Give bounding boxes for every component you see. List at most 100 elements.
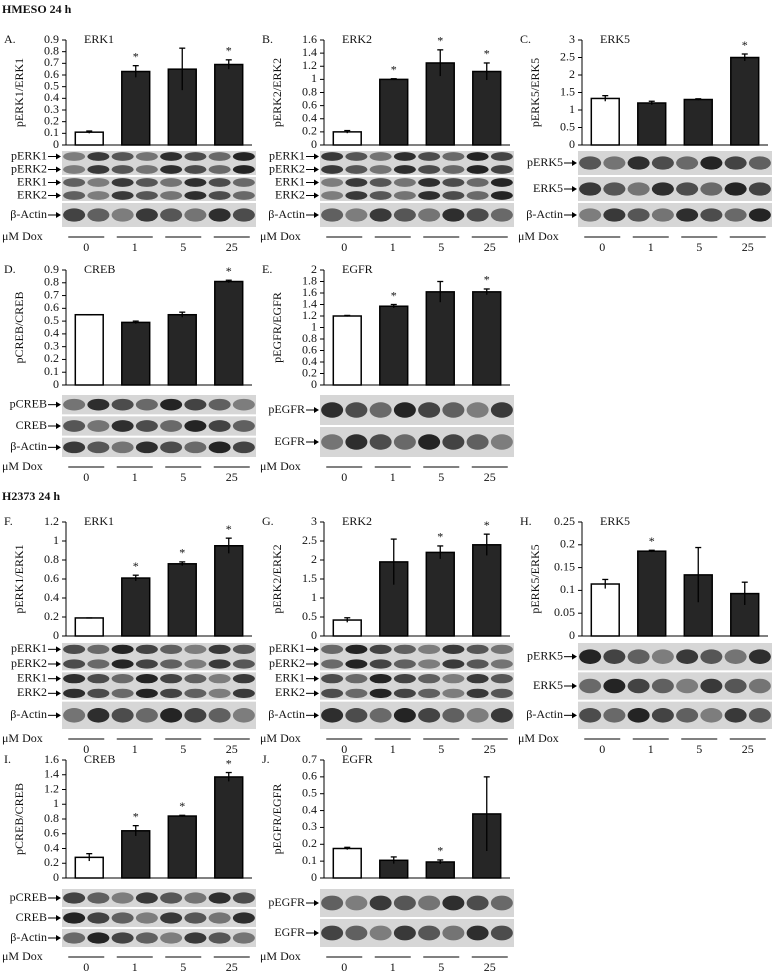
blot-band [418, 925, 441, 941]
y-tick-label: 0 [53, 628, 59, 642]
blot-band [208, 398, 231, 411]
blot-band [442, 688, 465, 698]
blot-band [627, 182, 650, 196]
blot-band [627, 649, 650, 664]
y-tick-label: 0 [311, 137, 317, 151]
blot-band [232, 688, 255, 698]
blot-band [724, 156, 747, 170]
blot-arrowhead [56, 153, 61, 160]
blot-label: ERK2 [17, 685, 47, 699]
blot-band [87, 441, 110, 454]
blot-band [321, 434, 344, 450]
blot-band [208, 674, 231, 684]
blot-band [579, 182, 602, 196]
y-tick-label: 0.15 [554, 559, 575, 573]
blot-band [442, 674, 465, 684]
blot-band [63, 912, 86, 924]
blot-arrowhead [314, 153, 319, 160]
blot-band [627, 678, 650, 694]
significance-marker: * [391, 288, 397, 302]
bar [121, 70, 151, 146]
chart-title: ERK2 [342, 32, 372, 46]
bar [730, 56, 760, 146]
chart-title: EGFR [342, 262, 373, 276]
y-tick-label: 0.8 [44, 275, 59, 289]
x-tick-label: 1 [390, 470, 396, 484]
blot-band [63, 932, 86, 944]
y-tick-label: 0.8 [44, 811, 59, 825]
blot-band [393, 644, 416, 654]
bar [121, 321, 151, 386]
x-tick-label: 5 [438, 470, 444, 484]
x-tick-label: 0 [341, 742, 347, 756]
x-tick-label: 0 [83, 240, 89, 254]
section-header: HMESO 24 h [2, 2, 72, 16]
blot-band [184, 152, 207, 161]
blot-band [466, 925, 489, 941]
blot-band [87, 644, 110, 654]
blot-band [603, 208, 626, 222]
chart-title: CREB [84, 752, 115, 766]
blot-label: ERK2 [275, 187, 305, 201]
blot-band [111, 674, 134, 684]
blot-label: ERK5 [533, 678, 563, 692]
blot-band [418, 208, 441, 222]
y-axis-label: pCREB/CREB [12, 783, 26, 855]
y-axis-label: pERK5/ERK5 [528, 58, 542, 127]
blot-strip [62, 437, 256, 457]
blot-band [418, 708, 441, 723]
bar [472, 544, 502, 637]
y-tick-label: 1 [311, 71, 317, 85]
blot-band [369, 402, 392, 418]
blot-band [184, 208, 207, 222]
y-tick-label: 0.4 [44, 326, 59, 340]
blot-arrowhead [56, 646, 61, 653]
blot-band [232, 441, 255, 454]
blot-strip [62, 889, 256, 907]
y-tick-label: 0.6 [44, 571, 59, 585]
blot-band [111, 932, 134, 944]
blot-band [111, 708, 134, 723]
blot-band [700, 649, 723, 664]
y-tick-label: 0 [311, 628, 317, 642]
blot-band [393, 152, 416, 161]
blot-band [135, 892, 158, 904]
y-tick-label: 0.4 [302, 354, 317, 368]
blot-band [442, 644, 465, 654]
y-tick-label: 0.6 [44, 300, 59, 314]
x-tick-label: 5 [438, 960, 444, 974]
significance-marker: * [226, 522, 232, 536]
blot-band [603, 678, 626, 694]
blot-band [418, 152, 441, 161]
blot-band [393, 925, 416, 941]
blot-band [490, 191, 513, 200]
bar [167, 563, 197, 637]
blot-band [208, 178, 231, 187]
blot-arrowhead [56, 423, 61, 429]
blot-label: ERK5 [533, 181, 563, 195]
significance-marker: * [226, 264, 232, 278]
blot-band [700, 678, 723, 694]
y-tick-label: 0.2 [302, 836, 317, 850]
x-tick-label: 25 [742, 240, 754, 254]
x-tick-label: 5 [696, 240, 702, 254]
y-tick-label: 0.4 [44, 90, 59, 104]
blot-band [63, 708, 86, 723]
y-tick-label: 0.25 [554, 514, 575, 528]
blot-band [700, 156, 723, 170]
blot-arrowhead [56, 212, 61, 218]
x-tick-label: 1 [132, 742, 138, 756]
y-tick-label: 2 [311, 552, 317, 566]
blot-band [232, 165, 255, 174]
blot-band [208, 152, 231, 161]
blot-band [184, 420, 207, 432]
dose-label: μM Dox [2, 949, 43, 963]
blot-band [490, 708, 513, 723]
y-tick-label: 0.4 [302, 802, 317, 816]
y-axis-label: pEGFR/EGFR [270, 292, 284, 363]
blot-band [184, 688, 207, 698]
blot-band [63, 644, 86, 654]
blot-band [135, 441, 158, 454]
y-tick-label: 1 [311, 590, 317, 604]
blot-band [111, 152, 134, 161]
